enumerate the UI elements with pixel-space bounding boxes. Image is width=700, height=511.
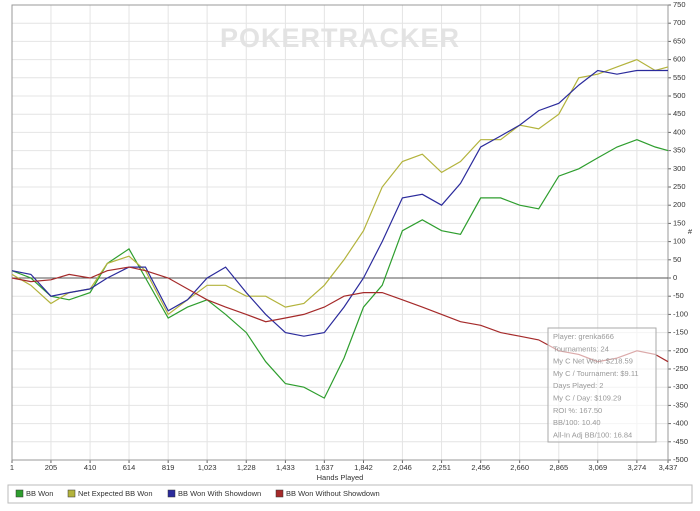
y-tick-label: -400 bbox=[673, 419, 688, 428]
x-tick-label: 614 bbox=[123, 463, 136, 472]
y-tick-label: 550 bbox=[673, 73, 686, 82]
x-tick-label: 2,046 bbox=[393, 463, 412, 472]
stats-line: Days Played: 2 bbox=[553, 381, 603, 390]
y-tick-label: 500 bbox=[673, 91, 686, 100]
x-tick-label: 1,842 bbox=[354, 463, 373, 472]
x-tick-label: 2,660 bbox=[510, 463, 529, 472]
x-tick-label: 819 bbox=[162, 463, 175, 472]
stats-line: Player: grenka666 bbox=[553, 332, 614, 341]
y-tick-label: 200 bbox=[673, 200, 686, 209]
legend-label: Net Expected BB Won bbox=[78, 489, 152, 498]
legend-swatch bbox=[15, 489, 24, 498]
stats-line: BB/100: 10.40 bbox=[553, 418, 601, 427]
stats-panel bbox=[547, 327, 657, 443]
x-tick-label: 410 bbox=[84, 463, 97, 472]
stats-line: My C / Tournament: $9.11 bbox=[553, 369, 639, 378]
stats-line: ROI %: 167.50 bbox=[553, 406, 602, 415]
series-line bbox=[11, 139, 669, 399]
y-tick-label: -200 bbox=[673, 346, 688, 355]
y-tick-label: -500 bbox=[673, 455, 688, 464]
legend-swatch bbox=[275, 489, 284, 498]
legend-label: BB Won With Showdown bbox=[178, 489, 261, 498]
legend-frame bbox=[7, 484, 693, 504]
y-tick-label: 600 bbox=[673, 55, 686, 64]
stats-line: All-In Adj BB/100: 16.84 bbox=[553, 430, 632, 439]
x-tick-label: 2,456 bbox=[471, 463, 490, 472]
series-line bbox=[11, 69, 668, 337]
legend-swatch bbox=[167, 489, 176, 498]
y-tick-label: 0 bbox=[673, 273, 677, 282]
y-tick-label: 750 bbox=[673, 0, 686, 9]
x-axis-label: Hands Played bbox=[317, 473, 364, 482]
legend-swatch bbox=[67, 489, 76, 498]
stats-line: Tournaments: 24 bbox=[553, 344, 609, 353]
y-tick-label: 150 bbox=[673, 218, 686, 227]
x-tick-label: 1,228 bbox=[237, 463, 256, 472]
x-tick-label: 2,251 bbox=[432, 463, 451, 472]
y-tick-label: 300 bbox=[673, 164, 686, 173]
y-tick-label: 450 bbox=[673, 109, 686, 118]
y-tick-label: 350 bbox=[673, 146, 686, 155]
series-line bbox=[11, 58, 669, 316]
x-tick-label: 3,437 bbox=[659, 463, 678, 472]
legend-label: BB Won Without Showdown bbox=[286, 489, 380, 498]
y-tick-label: 700 bbox=[673, 18, 686, 27]
x-tick-label: 1 bbox=[10, 463, 14, 472]
x-tick-label: 3,069 bbox=[588, 463, 607, 472]
plot bbox=[11, 4, 669, 461]
x-tick-label: 1,023 bbox=[198, 463, 217, 472]
legend-label: BB Won bbox=[26, 489, 53, 498]
y-tick-label: 100 bbox=[673, 237, 686, 246]
y-tick-label: 50 bbox=[673, 255, 681, 264]
y-tick-label: -50 bbox=[673, 291, 684, 300]
stats-line: My C Net Won: $218.59 bbox=[553, 357, 633, 366]
y-tick-label: -100 bbox=[673, 309, 688, 318]
x-tick-label: 1,433 bbox=[276, 463, 295, 472]
plot-frame bbox=[11, 4, 669, 461]
x-tick-label: 2,865 bbox=[549, 463, 568, 472]
stats-line: My C / Day: $109.29 bbox=[553, 393, 621, 402]
y-tick-label: -250 bbox=[673, 364, 688, 373]
x-tick-label: 3,274 bbox=[627, 463, 646, 472]
y-tick-label: -350 bbox=[673, 400, 688, 409]
y-tick-label: -150 bbox=[673, 328, 688, 337]
y-tick-label: 250 bbox=[673, 182, 686, 191]
y-tick-label: -300 bbox=[673, 382, 688, 391]
y-tick-label: 650 bbox=[673, 36, 686, 45]
y-axis-label: # bbox=[688, 227, 693, 236]
x-tick-label: 1,637 bbox=[315, 463, 334, 472]
y-tick-label: -450 bbox=[673, 437, 688, 446]
watermark: POKERTRACKER bbox=[220, 23, 460, 53]
y-tick-label: 400 bbox=[673, 127, 686, 136]
x-tick-label: 205 bbox=[45, 463, 58, 472]
stats-box: Player: grenka666 Tournaments: 24 My C Net… bbox=[547, 327, 657, 443]
